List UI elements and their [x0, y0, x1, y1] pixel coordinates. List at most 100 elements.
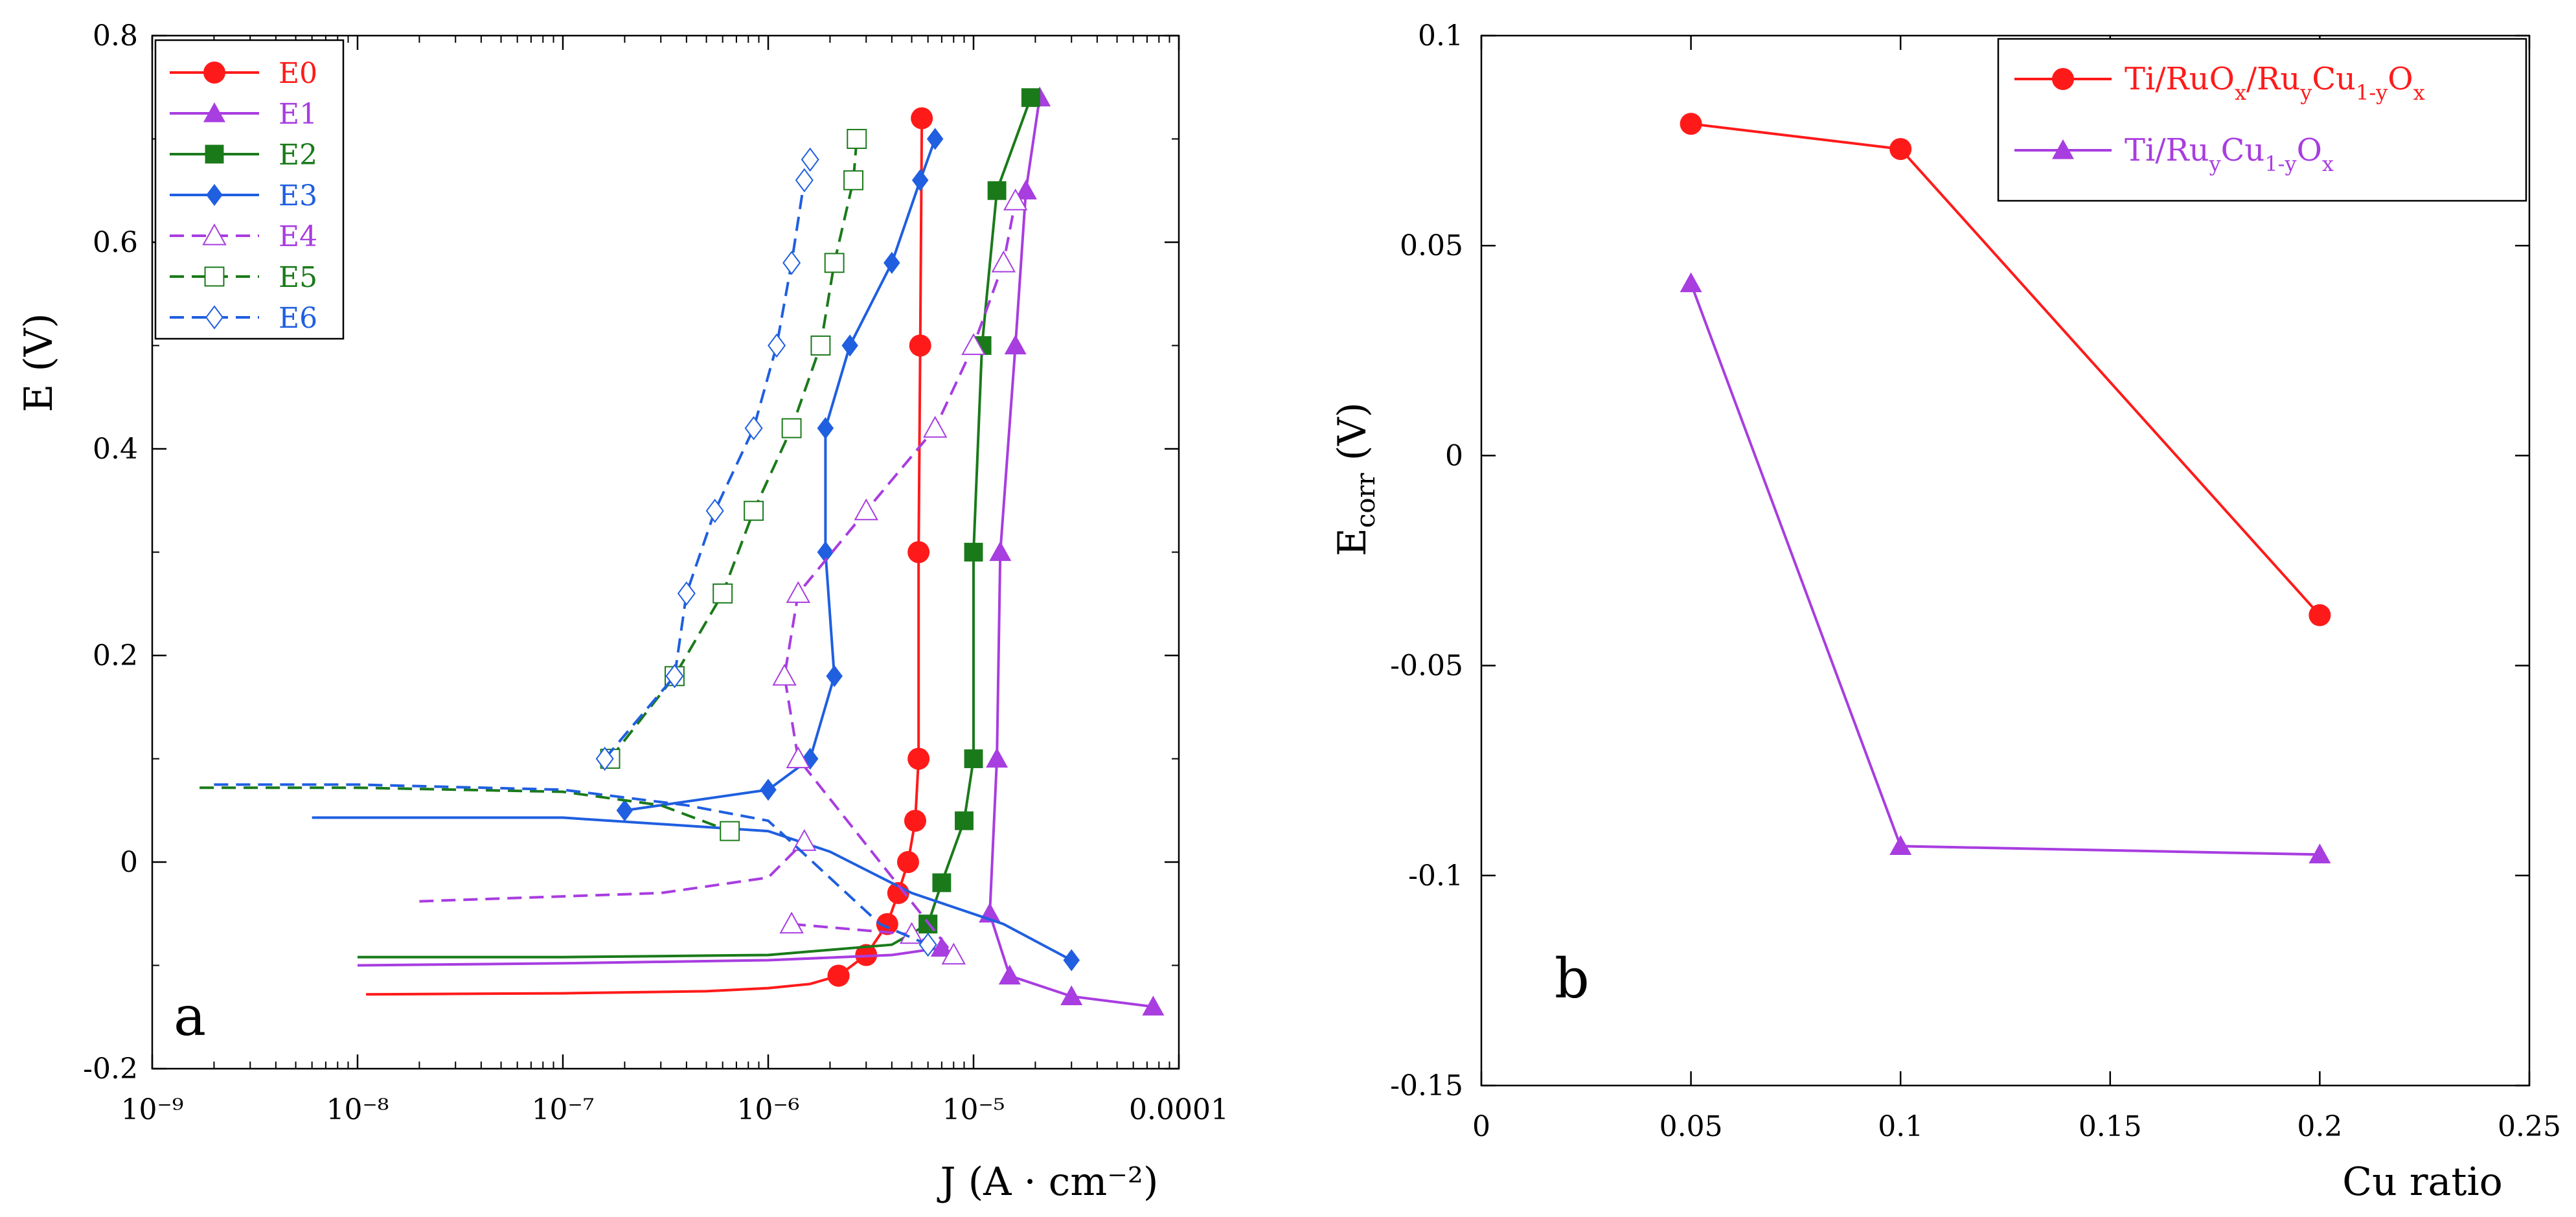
- series-line-E4-cathodic: [419, 840, 806, 903]
- data-point-E0: [911, 107, 933, 130]
- data-point-E3: [911, 169, 929, 192]
- y-tick-label-a: 0.2: [93, 639, 138, 672]
- legend-box-b: [1997, 38, 2527, 202]
- series-line-E1-cathodic: [357, 946, 942, 967]
- series-line-b: [1689, 282, 2320, 856]
- panel-letter-a: a: [174, 984, 206, 1048]
- x-tick-label-b: 0.1: [1878, 1110, 1923, 1143]
- data-point-E6: [795, 168, 814, 192]
- legend-marker-b: [2052, 139, 2074, 159]
- data-point-E5: [744, 501, 764, 521]
- data-point-E1: [989, 541, 1012, 562]
- legend-label-E4: E4: [279, 220, 317, 253]
- x-axis-label-b: Cu ratio: [2342, 1159, 2503, 1205]
- data-point-E6: [744, 416, 763, 440]
- data-point-E3: [817, 541, 834, 563]
- data-point-E5: [720, 821, 740, 841]
- x-tick-label-a: 0.0001: [1129, 1093, 1229, 1126]
- series-line-E5-anodic: [609, 139, 858, 760]
- data-point-E0: [896, 851, 919, 873]
- data-point-E6: [768, 333, 786, 358]
- legend-a: E0 E1 E2 E3 E4 E5 E6: [154, 39, 345, 340]
- legend-marker-E1: [203, 102, 225, 122]
- y-axis-label-b: Ecorr (V): [1330, 402, 1381, 556]
- data-point-E2: [964, 543, 983, 562]
- data-point-E3: [826, 665, 843, 687]
- legend-label-E2: E2: [279, 139, 317, 172]
- y-tick-label-b: -0.05: [1390, 650, 1463, 683]
- data-point-E4: [792, 829, 817, 851]
- data-point-E5: [843, 170, 863, 190]
- y-tick-label-a: 0.4: [93, 433, 138, 466]
- data-point-E0: [904, 810, 926, 832]
- x-tick-label-b: 0.05: [1659, 1110, 1723, 1143]
- data-point-E3: [883, 251, 900, 274]
- legend-label-E5: E5: [279, 261, 317, 294]
- legend-label-E6: E6: [279, 302, 317, 335]
- x-tick-label-b: 0.25: [2498, 1110, 2561, 1143]
- data-point-E1: [1142, 995, 1165, 1016]
- legend-marker-E0: [203, 62, 225, 84]
- data-point-E1: [1060, 985, 1083, 1005]
- data-point-E3: [817, 417, 834, 440]
- data-point-E4: [941, 942, 966, 965]
- data-point-E1: [998, 964, 1021, 985]
- legend-label-b: Ti/RuyCu1-yOx: [2125, 132, 2334, 176]
- series-line-E2-anodic: [926, 97, 1032, 925]
- y-tick-label-b: 0.1: [1418, 19, 1463, 52]
- y-tick-label-b: -0.1: [1408, 859, 1463, 893]
- data-point-E4: [991, 250, 1016, 273]
- data-point-E5: [847, 129, 867, 149]
- data-point-E0: [909, 334, 931, 357]
- series-line-E0-cathodic: [366, 974, 839, 996]
- data-point-b: [2308, 843, 2331, 863]
- data-point-b: [1889, 835, 1912, 856]
- series-line-E1-anodic: [988, 97, 1154, 1008]
- legend-label-E0: E0: [279, 57, 317, 90]
- data-point-E6: [677, 581, 696, 606]
- data-point-E6: [782, 251, 801, 275]
- data-point-E0: [827, 964, 850, 987]
- data-point-E0: [907, 541, 930, 563]
- data-point-b: [1680, 272, 1702, 293]
- legend-marker-E3: [206, 184, 223, 206]
- y-tick-label-a: 0: [120, 846, 138, 879]
- data-point-E5: [781, 418, 802, 438]
- data-point-E2: [1021, 88, 1040, 108]
- x-tick-label-b: 0: [1472, 1110, 1490, 1143]
- y-tick-label-b: 0.05: [1400, 229, 1463, 262]
- panel-b: 0 0.05 0.1 0.15 0.2 0.25 -0.15 -0.1 -0.05 0 0.05 0.…: [1330, 19, 2561, 1205]
- data-point-E4: [922, 416, 948, 438]
- x-tick-label-a: 10⁻⁵: [942, 1093, 1005, 1126]
- data-point-E4: [961, 333, 986, 356]
- legend-label-E3: E3: [279, 179, 317, 212]
- data-point-E4: [899, 922, 924, 944]
- data-point-E4: [779, 911, 804, 934]
- series-line-E4-anodic: [783, 200, 1017, 957]
- series-line-E6-cathodic: [214, 783, 929, 946]
- y-axis-label-a: E (V): [16, 313, 62, 412]
- y-tick-label-a: 0.8: [93, 19, 138, 52]
- data-point-E6: [801, 147, 819, 172]
- data-point-E3: [926, 128, 944, 150]
- legend-label-E1: E1: [279, 98, 317, 131]
- y-tick-label-a: -0.2: [83, 1052, 138, 1086]
- data-point-E4: [854, 498, 878, 521]
- legend-box-a: [154, 39, 345, 340]
- panel-letter-b: b: [1555, 947, 1590, 1010]
- legend-marker-E5: [204, 266, 225, 287]
- series-line-E6-anodic: [604, 159, 812, 760]
- data-point-E0: [876, 913, 898, 935]
- y-tick-label-b: 0: [1445, 439, 1463, 472]
- y-tick-label-a: 0.6: [93, 226, 138, 259]
- ticks-a: 10⁻⁹ 10⁻⁸ 10⁻⁷ 10⁻⁶ 10⁻⁵ 0.0001 -0.2 0 0.2 0.4 0.6…: [83, 19, 1229, 1126]
- data-point-E6: [918, 932, 937, 957]
- legend-b: Ti/RuOx/RuyCu1-yOx Ti/RuyCu1-yOx: [1997, 38, 2527, 202]
- data-point-b: [1680, 113, 1702, 135]
- data-point-E4: [772, 663, 797, 686]
- ticks-b: 0 0.05 0.1 0.15 0.2 0.25 -0.15 -0.1 -0.05 0 0.05 0.…: [1390, 19, 2561, 1143]
- y-tick-label-b: -0.15: [1390, 1069, 1463, 1102]
- data-point-E5: [712, 583, 733, 604]
- data-point-E3: [616, 799, 633, 822]
